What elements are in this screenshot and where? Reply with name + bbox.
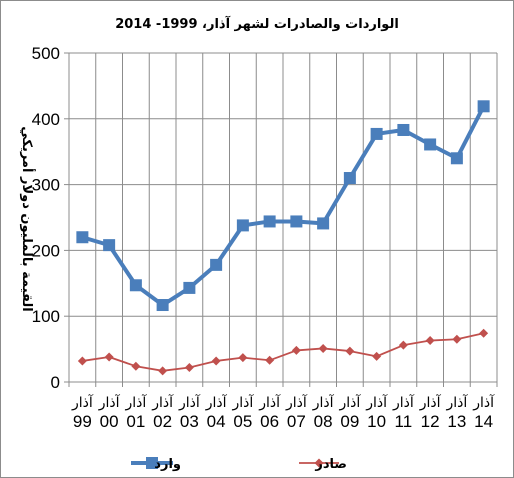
series-line: [82, 332, 484, 372]
x-tick-label-year: 10: [367, 412, 386, 431]
data-point: [129, 279, 142, 292]
data-point: [265, 355, 275, 365]
data-point: [450, 152, 463, 165]
data-point: [291, 345, 301, 355]
chart-title: الواردات والصادرات لشهر آذار، 1999- 2014: [115, 15, 399, 32]
x-tick-label-year: 00: [100, 412, 119, 431]
legend-marker: [146, 457, 158, 469]
x-tick-label-year: 08: [314, 412, 333, 431]
data-point: [131, 361, 141, 371]
data-point: [211, 356, 221, 366]
legend-item-imports: وارد: [131, 457, 181, 472]
x-tick-label-year: 07: [287, 412, 306, 431]
y-axis-label: القيمة بالمليون دولار أمريكي: [19, 126, 36, 312]
x-tick-label-year: 14: [474, 412, 493, 431]
axes: [64, 52, 498, 387]
y-tick-label: 0: [51, 373, 60, 392]
x-tick-label-year: 06: [260, 412, 279, 431]
data-point: [263, 215, 276, 228]
legend-label: وارد: [154, 457, 181, 472]
data-point: [479, 328, 489, 338]
y-tick-label: 300: [32, 176, 60, 195]
y-tick-label: 100: [32, 307, 60, 326]
series-exports: [77, 328, 489, 376]
x-tick-label-month: آذار: [205, 394, 228, 411]
x-tick-label-year: 13: [447, 412, 466, 431]
x-tick-label-month: آذار: [124, 394, 147, 411]
x-tick-label-year: 01: [126, 412, 145, 431]
x-tick-label-year: 03: [180, 412, 199, 431]
data-point: [238, 353, 248, 363]
data-point: [318, 343, 328, 353]
x-tick-label-year: 09: [340, 412, 359, 431]
data-point: [424, 138, 437, 151]
data-point: [184, 363, 194, 373]
x-tick-labels: آذار99آذار00آذار01آذار02آذار03آذار04آذار…: [71, 394, 495, 431]
x-tick-label-year: 05: [233, 412, 252, 431]
data-point: [183, 281, 196, 294]
data-point: [290, 215, 303, 228]
legend: وارد صادر: [131, 457, 347, 472]
x-tick-label-year: 02: [153, 412, 172, 431]
legend-label: صادر: [314, 457, 347, 472]
y-tick-labels: 0 100 200 300 400 500: [32, 44, 60, 392]
data-point: [398, 340, 408, 350]
x-tick-label-month: آذار: [178, 394, 201, 411]
series-imports: [76, 100, 490, 312]
legend-marker: [314, 458, 324, 468]
x-tick-label-year: 11: [395, 412, 413, 431]
data-point: [104, 352, 114, 362]
data-point: [158, 366, 168, 376]
data-point: [345, 346, 355, 356]
data-point: [372, 351, 382, 361]
x-tick-label-month: آذار: [365, 394, 388, 411]
x-tick-label-month: آذار: [151, 394, 174, 411]
x-tick-label-year: 99: [73, 412, 92, 431]
data-point: [343, 172, 356, 185]
x-tick-label-month: آذار: [312, 394, 335, 411]
data-point: [103, 239, 116, 252]
x-tick-label-month: آذار: [472, 394, 495, 411]
legend-item-exports: صادر: [299, 457, 347, 472]
data-point: [477, 100, 490, 113]
data-point: [76, 231, 89, 244]
y-tick-label: 400: [32, 110, 60, 129]
data-point: [156, 299, 169, 312]
data-point: [210, 258, 223, 271]
x-tick-label-month: آذار: [71, 394, 94, 411]
x-tick-label-year: 04: [207, 412, 226, 431]
x-tick-label-month: آذار: [285, 394, 308, 411]
x-tick-label-month: آذار: [258, 394, 281, 411]
data-point: [425, 336, 435, 346]
series-line: [81, 105, 486, 308]
data-point: [77, 356, 87, 366]
x-tick-label-month: آذار: [98, 394, 121, 411]
grid-lines: [68, 52, 498, 382]
x-tick-label-year: 12: [421, 412, 440, 431]
x-tick-label-month: آذار: [392, 394, 415, 411]
y-tick-label: 200: [32, 241, 60, 260]
data-point: [317, 217, 330, 230]
x-tick-label-month: آذار: [419, 394, 442, 411]
x-tick-label-month: آذار: [231, 394, 254, 411]
data-point: [452, 334, 462, 344]
data-point: [397, 123, 410, 136]
y-tick-label: 500: [32, 44, 60, 63]
data-point: [370, 127, 383, 140]
series-lines: [76, 100, 490, 376]
data-point: [236, 219, 249, 232]
x-tick-label-month: آذار: [445, 394, 468, 411]
x-tick-label-month: آذار: [338, 394, 361, 411]
